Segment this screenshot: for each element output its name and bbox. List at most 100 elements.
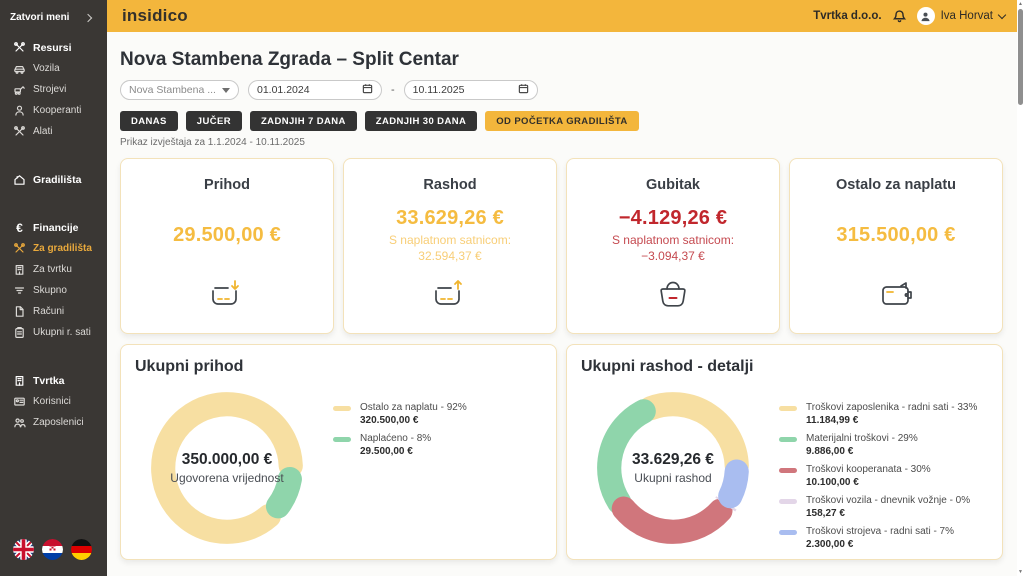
project-select-value: Nova Stambena ...: [129, 84, 216, 96]
legend-label: Troškovi vozila - dnevnik vožnje - 0%: [806, 495, 971, 506]
sidebar-item-label: Kooperanti: [33, 105, 82, 116]
legend-amount: 9.886,00 €: [806, 446, 854, 457]
sidebar-item-tvrtka[interactable]: Tvrtka: [0, 370, 107, 391]
scroll-up-arrow[interactable]: ▲: [1018, 1, 1023, 7]
chevron-right-icon: [83, 13, 93, 22]
stat-title: Gubitak: [646, 177, 700, 193]
stat-value: −4.129,26 €: [618, 206, 728, 229]
stat-title: Ostalo za naplatu: [835, 177, 957, 193]
range-button-zadnjih-30-dana[interactable]: ZADNJIH 30 DANA: [364, 111, 478, 131]
chart-legend: Ostalo za naplatu - 92% 320.500,00 € Napla…: [333, 402, 542, 556]
flag-de-icon[interactable]: [71, 539, 92, 560]
building-icon: [13, 374, 26, 387]
wallet-in-icon: [207, 278, 247, 317]
sidebar-item-ukupni-r-sati[interactable]: Ukupni r. sati: [0, 322, 107, 343]
legend-item: Troškovi strojeva - radni sati - 7% 2.300…: [779, 526, 988, 550]
legend-swatch: [779, 530, 797, 535]
legend-swatch: [779, 468, 797, 473]
stat-title: Rashod: [423, 177, 477, 193]
date-to-input[interactable]: 10.11.2025: [403, 80, 538, 100]
sidebar-item-label: Za gradilišta: [33, 243, 92, 254]
user-name: Iva Horvat: [940, 10, 993, 22]
sidebar-item-skupno[interactable]: Skupno: [0, 280, 107, 301]
legend-label: Troškovi kooperanata - 30%: [806, 464, 931, 475]
page-scrollbar[interactable]: ▲ ▼: [1017, 0, 1024, 576]
stat-subtext: S naplatnom satnicom: −3.094,37 €: [611, 232, 735, 263]
sidebar-item-label: Strojevi: [33, 84, 67, 95]
stat-card-ostalo-za-naplatu: Ostalo za naplatu 315.500,00 €: [789, 158, 1003, 334]
sidebar-item-korisnici[interactable]: Korisnici: [0, 391, 107, 412]
machine-icon: [13, 83, 26, 96]
sidebar-item-za-gradili-ta[interactable]: Za gradilišta: [0, 238, 107, 259]
sidebar-item-strojevi[interactable]: Strojevi: [0, 79, 107, 100]
building-icon: [13, 263, 26, 276]
tools-icon: [13, 242, 26, 255]
range-button-zadnjih-7-dana[interactable]: ZADNJIH 7 DANA: [249, 111, 357, 131]
sidebar-item-label: Ukupni r. sati: [33, 327, 91, 338]
date-to-value: 10.11.2025: [412, 84, 465, 96]
range-button-danas[interactable]: DANAS: [120, 111, 178, 131]
sidebar-item-alati[interactable]: Alati: [0, 121, 107, 142]
sidebar-item-label: Skupno: [33, 285, 67, 296]
sidebar-item-resursi[interactable]: Resursi: [0, 37, 107, 58]
project-select[interactable]: Nova Stambena ...: [120, 80, 239, 100]
sidebar-item-kooperanti[interactable]: Kooperanti: [0, 100, 107, 121]
sidebar-group: Resursi Vozila Strojevi Kooperanti Alati: [0, 37, 107, 142]
user-menu[interactable]: Iva Horvat: [916, 7, 1007, 25]
legend-item: Ostalo za naplatu - 92% 320.500,00 €: [333, 402, 542, 426]
house-icon: [13, 173, 26, 186]
close-menu-button[interactable]: Zatvori meni: [0, 0, 107, 33]
stat-subtext: S naplatnom satnicom: 32.594,37 €: [388, 232, 512, 263]
close-menu-label: Zatvori meni: [10, 12, 70, 23]
filter-icon: [13, 284, 26, 297]
donut-segment: [597, 399, 656, 515]
sidebar-item-vozila[interactable]: Vozila: [0, 58, 107, 79]
sidebar-item-ra-uni[interactable]: Računi: [0, 301, 107, 322]
legend-item: Naplaćeno - 8% 29.500,00 €: [333, 433, 542, 457]
donut-segment: [718, 459, 749, 509]
sidebar-item-financije[interactable]: € Financije: [0, 217, 107, 238]
scroll-down-arrow[interactable]: ▼: [1018, 569, 1023, 575]
sidebar-item-label: Vozila: [33, 63, 60, 74]
date-from-input[interactable]: 01.01.2024: [248, 80, 382, 100]
sidebar-item-label: Za tvrtku: [33, 264, 72, 275]
charts-row: Ukupni prihod 350.000,00 € Ugovorena vri…: [120, 344, 1003, 560]
user-avatar: [916, 7, 935, 25]
sidebar-item-gradili-ta[interactable]: Gradilišta: [0, 169, 107, 190]
chevron-down-icon: [997, 10, 1007, 19]
stat-value: 29.500,00 €: [173, 224, 281, 246]
flag-en-icon[interactable]: [13, 539, 34, 560]
purse-minus-icon: [653, 278, 693, 317]
legend-label: Materijalni troškovi - 29%: [806, 433, 918, 444]
donut-segment: [151, 392, 303, 544]
scrollbar-thumb[interactable]: [1018, 9, 1023, 105]
legend-amount: 2.300,00 €: [806, 539, 854, 550]
donut-segment: [265, 466, 302, 519]
chart-card-rashod: Ukupni rashod - detalji 33.629,26 € Ukup…: [566, 344, 1003, 560]
flag-hr-icon[interactable]: [42, 539, 63, 560]
select-arrow-icon: [222, 87, 230, 93]
legend-label: Naplaćeno - 8%: [360, 433, 432, 444]
legend-item: Materijalni troškovi - 29% 9.886,00 €: [779, 433, 988, 457]
chart-title: Ukupni rashod - detalji: [581, 358, 754, 375]
range-button-od-po-etka-gradili-ta[interactable]: OD POČETKA GRADILIŠTA: [485, 111, 639, 131]
sidebar-item-label: Gradilišta: [33, 173, 82, 186]
legend-label: Ostalo za naplatu - 92%: [360, 402, 467, 413]
sidebar: Zatvori meni Resursi Vozila Strojevi Kooper…: [0, 0, 107, 576]
stat-card-gubitak: Gubitak −4.129,26 € S naplatnom satnicom: −…: [566, 158, 780, 334]
wallet-out-icon: [430, 278, 470, 317]
stat-card-prihod: Prihod 29.500,00 €: [120, 158, 334, 334]
sidebar-item-label: Korisnici: [33, 396, 71, 407]
notifications-bell-icon[interactable]: [892, 9, 907, 24]
stat-value: 315.500,00 €: [836, 224, 956, 246]
date-from-value: 01.01.2024: [257, 84, 310, 96]
sidebar-group: € Financije Za gradilišta Za tvrtku Skupno Ra…: [0, 217, 107, 343]
sidebar-item-label: Financije: [33, 221, 79, 234]
range-button-ju-er[interactable]: JUČER: [185, 111, 242, 131]
sidebar-item-label: Alati: [33, 126, 53, 137]
legend-amount: 320.500,00 €: [360, 415, 419, 426]
document-icon: [13, 305, 26, 318]
sidebar-item-zaposlenici[interactable]: Zaposlenici: [0, 412, 107, 433]
legend-swatch: [333, 437, 351, 442]
sidebar-item-za-tvrtku[interactable]: Za tvrtku: [0, 259, 107, 280]
